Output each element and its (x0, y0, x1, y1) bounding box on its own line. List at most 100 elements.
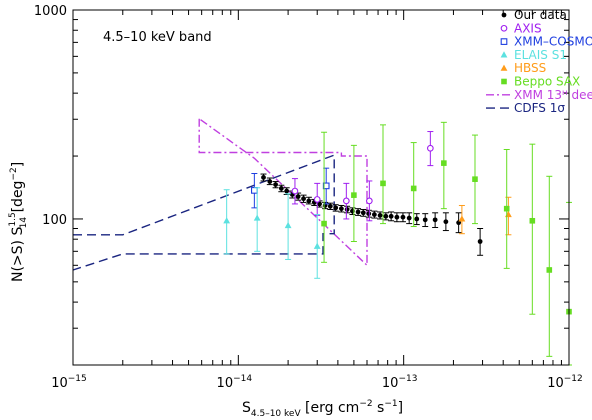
data-point (342, 197, 350, 205)
x-tick-label-exp: −15 (68, 374, 87, 384)
data-point (426, 144, 434, 152)
data-point (410, 185, 417, 192)
x-tick-label: 10−13 (382, 374, 418, 391)
data-point (355, 209, 361, 215)
data-point (380, 180, 386, 187)
y-axis-label-exp: −2 (9, 167, 19, 180)
data-point (322, 182, 330, 190)
legend-label-hbss: HBSS (514, 61, 546, 75)
y-axis-label-main: N(>S) S (10, 227, 26, 282)
data-point (267, 179, 273, 184)
legend-label-cdfs-1: CDFS 1σ (514, 101, 565, 115)
y-axis-label-end: ] (10, 162, 26, 167)
y-tick-label: 100 (42, 213, 67, 228)
data-point (284, 188, 290, 194)
data-point (261, 175, 266, 180)
data-point (422, 217, 428, 223)
data-point (472, 176, 478, 182)
x-tick-label-base: 10 (382, 376, 399, 391)
data-point (278, 186, 284, 191)
data-point (546, 267, 553, 273)
x-tick-label-base: 10 (51, 376, 68, 391)
region-xmm-13-deep-field (198, 118, 368, 267)
data-point (432, 217, 438, 223)
legend-symbol-beppo-sax (501, 78, 507, 85)
data-point (503, 205, 510, 212)
x-tick-label-exp: −13 (398, 374, 417, 384)
x-tick-label-exp: −14 (233, 374, 252, 384)
data-point (458, 215, 466, 222)
legend-symbol-our-data (501, 12, 507, 18)
band-label: 4.5–10 keV band (103, 30, 212, 45)
data-point (301, 196, 306, 202)
data-point (284, 221, 292, 229)
x-axis-label-exp1: −2 (359, 399, 372, 409)
legend-label-xmm-cosmos: XMM–COSMOS (514, 35, 592, 49)
x-tick-label-base: 10 (217, 376, 234, 391)
data-point (366, 211, 372, 217)
data-point (441, 160, 447, 166)
data-point (253, 214, 261, 221)
regions-layer (72, 118, 368, 271)
legend-label-beppo-sax: Beppo SAX (514, 75, 580, 89)
x-tick-label: 10−14 (217, 374, 253, 391)
data-point (388, 213, 394, 219)
plot-frame (72, 9, 570, 366)
data-point (223, 217, 231, 224)
data-point (477, 239, 483, 244)
legend-symbol-xmm-cosmos (500, 38, 508, 45)
data-point (344, 207, 350, 212)
legend-label-our-data: Our data (514, 8, 567, 22)
y-axis-label-sup: 1.5 (8, 212, 18, 226)
data-point (371, 212, 377, 217)
region-cdfs-1 (72, 154, 335, 271)
data-point (365, 197, 373, 205)
x-axis-label-sub: 4.5–10 keV (251, 409, 302, 419)
y-axis-label: N(>S) S1.514 [deg−2] (8, 162, 29, 282)
legend-symbol-hbss (500, 64, 508, 71)
data-point (291, 187, 299, 195)
data-point (321, 220, 327, 227)
x-axis-label-mid: s (373, 400, 385, 416)
x-tick-label-exp: −12 (564, 374, 583, 384)
data-point (313, 242, 321, 249)
legend-label-elais-s1: ELAIS S1 (514, 48, 567, 62)
series-our-data (260, 173, 484, 256)
data-point (351, 192, 357, 198)
x-tick-label: 10−12 (547, 374, 583, 391)
legend-symbol-elais-s1 (500, 51, 508, 58)
y-tick-label: 1000 (34, 4, 67, 19)
y-axis-label-sub: 14 (19, 217, 29, 229)
data-point (394, 214, 400, 220)
x-axis-label-main: S (242, 400, 251, 416)
x-tick-label-base: 10 (547, 376, 564, 391)
data-point (377, 212, 383, 218)
legend-label-axis: AXIS (514, 21, 542, 35)
data-point (317, 201, 322, 207)
data-point (333, 205, 339, 211)
data-point (313, 196, 321, 203)
x-axis-label: S4.5–10 keV [erg cm−2 s−1] (242, 399, 403, 419)
data-point (306, 198, 312, 204)
series-xmm-cosmos (251, 167, 330, 209)
data-point (400, 214, 406, 220)
data-point (251, 187, 258, 194)
x-axis-label-exp2: −1 (384, 399, 397, 409)
data-point (327, 203, 333, 209)
data-point (360, 210, 366, 216)
data-point (406, 215, 412, 221)
series-elais-s1 (223, 187, 321, 279)
data-point (383, 213, 389, 219)
legend-label-xmm-13-deep-field: XMM 13ᴴ deep field (514, 88, 592, 102)
data-point (273, 182, 278, 188)
series-axis (291, 131, 434, 222)
data-point (529, 217, 536, 224)
x-axis-label-units: [erg cm (301, 400, 360, 416)
data-point (338, 206, 344, 212)
x-axis-label-end: ] (398, 400, 403, 416)
x-tick-label: 10−15 (51, 374, 87, 391)
